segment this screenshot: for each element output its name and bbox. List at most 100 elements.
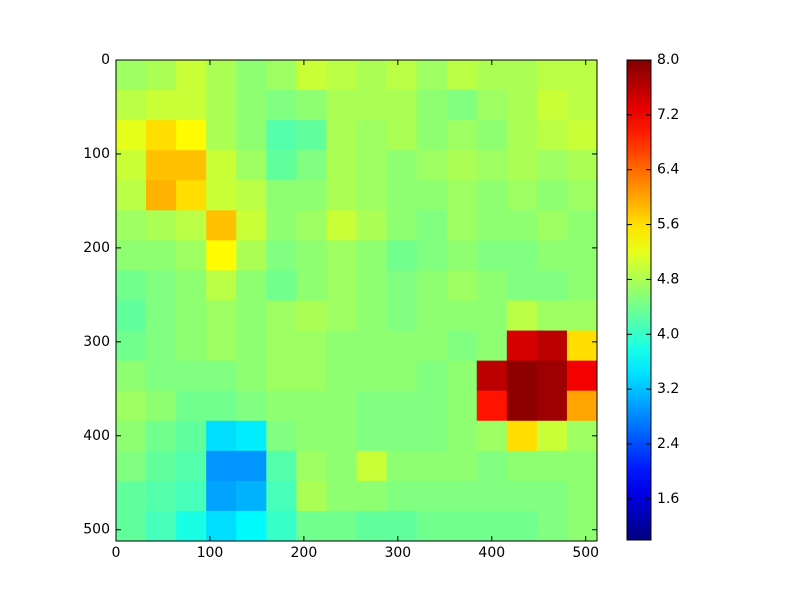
heatmap-cell: [386, 390, 418, 422]
heatmap-cell: [206, 420, 237, 452]
heatmap-cell: [386, 180, 418, 211]
heatmap-cell: [476, 180, 508, 211]
heatmap-cell: [386, 330, 418, 362]
heatmap-cell: [416, 360, 448, 392]
heatmap-cell: [206, 180, 237, 211]
heatmap-cell: [266, 240, 297, 271]
heatmap-cell: [116, 60, 147, 91]
heatmap-cell: [536, 210, 568, 241]
heatmap-cell: [146, 330, 177, 362]
heatmap-cell: [416, 240, 448, 271]
heatmap-cell: [116, 480, 147, 512]
heatmap-cell: [266, 60, 297, 91]
heatmap-cell: [236, 330, 267, 362]
heatmap-cell: [446, 360, 478, 392]
heatmap-cell: [176, 120, 207, 151]
colorbar-tick-label: 4.0: [657, 326, 679, 342]
heatmap-cell: [296, 360, 327, 392]
heatmap-cell: [296, 480, 327, 512]
heatmap-cell: [266, 300, 297, 332]
heatmap-cell: [266, 480, 297, 512]
heatmap-cell: [176, 510, 207, 542]
heatmap-cell: [356, 150, 388, 181]
heatmap-cell: [326, 60, 357, 91]
x-tick-label: 100: [197, 545, 224, 561]
heatmap-cell: [416, 480, 448, 512]
heatmap-cell: [356, 120, 388, 151]
heatmap-cell: [146, 420, 177, 452]
heatmap-cell: [236, 60, 267, 91]
heatmap-cell: [296, 450, 327, 482]
heatmap-cell: [386, 60, 418, 91]
heatmap-cell: [116, 270, 147, 301]
heatmap-cell: [236, 90, 267, 121]
heatmap-cell: [266, 330, 297, 362]
heatmap-cell: [146, 300, 177, 332]
colorbar-tick-label: 8.0: [657, 52, 679, 68]
heatmap-cell: [296, 150, 327, 181]
heatmap-cell: [446, 510, 478, 542]
heatmap-cell: [506, 120, 538, 151]
heatmap-cell: [326, 210, 357, 241]
heatmap-cell: [566, 150, 598, 181]
heatmap-cell: [416, 510, 448, 542]
heatmap-cell: [326, 420, 357, 452]
heatmap-cell: [446, 120, 478, 151]
heatmap-cell: [356, 270, 388, 301]
heatmap-cell: [566, 480, 598, 512]
x-tick-label: 400: [478, 545, 505, 561]
colorbar-tick-label: 2.4: [657, 436, 679, 452]
heatmap-cell: [386, 300, 418, 332]
heatmap-cell: [176, 180, 207, 211]
heatmap-cell: [116, 180, 147, 211]
heatmap-cell: [266, 150, 297, 181]
heatmap-cell: [356, 210, 388, 241]
heatmap-cell: [446, 270, 478, 301]
heatmap-cell: [416, 300, 448, 332]
heatmap-cell: [476, 300, 508, 332]
heatmap-cell: [326, 90, 357, 121]
heatmap-cell: [446, 180, 478, 211]
x-tick-label: 0: [112, 545, 121, 561]
heatmap-cell: [266, 270, 297, 301]
heatmap-cell: [566, 210, 598, 241]
heatmap-cell: [146, 120, 177, 151]
heatmap-cell: [116, 510, 147, 542]
heatmap-cell: [536, 330, 568, 362]
heatmap-cell: [206, 510, 237, 542]
heatmap-cell: [416, 180, 448, 211]
heatmap-cell: [266, 450, 297, 482]
heatmap-cell: [236, 510, 267, 542]
heatmap-cell: [146, 360, 177, 392]
heatmap-cell: [386, 240, 418, 271]
heatmap-cell: [506, 480, 538, 512]
heatmap-cell: [506, 240, 538, 271]
heatmap-cell: [116, 240, 147, 271]
heatmap-cell: [326, 390, 357, 422]
heatmap-cell: [206, 120, 237, 151]
heatmap-cell: [506, 270, 538, 301]
heatmap-cell: [416, 330, 448, 362]
heatmap-cell: [506, 360, 538, 392]
heatmap-cell: [476, 360, 508, 392]
heatmap-cell: [356, 450, 388, 482]
y-tick-label: 400: [83, 428, 110, 444]
y-tick-label: 300: [83, 334, 110, 350]
heatmap-cell: [296, 510, 327, 542]
heatmap-cell: [356, 60, 388, 91]
heatmap-cell: [266, 90, 297, 121]
heatmap-cell: [296, 120, 327, 151]
heatmap-cell: [356, 480, 388, 512]
heatmap-cell: [326, 240, 357, 271]
heatmap-cell: [176, 300, 207, 332]
heatmap-cell: [266, 510, 297, 542]
heatmap-cell: [356, 240, 388, 271]
heatmap-cell: [236, 360, 267, 392]
heatmap-cell: [566, 510, 598, 542]
heatmap-cell: [416, 120, 448, 151]
heatmap-cell: [236, 390, 267, 422]
heatmap-cell: [476, 210, 508, 241]
y-tick-label: 500: [83, 522, 110, 538]
heatmap-cell: [386, 420, 418, 452]
heatmap-cell: [476, 420, 508, 452]
